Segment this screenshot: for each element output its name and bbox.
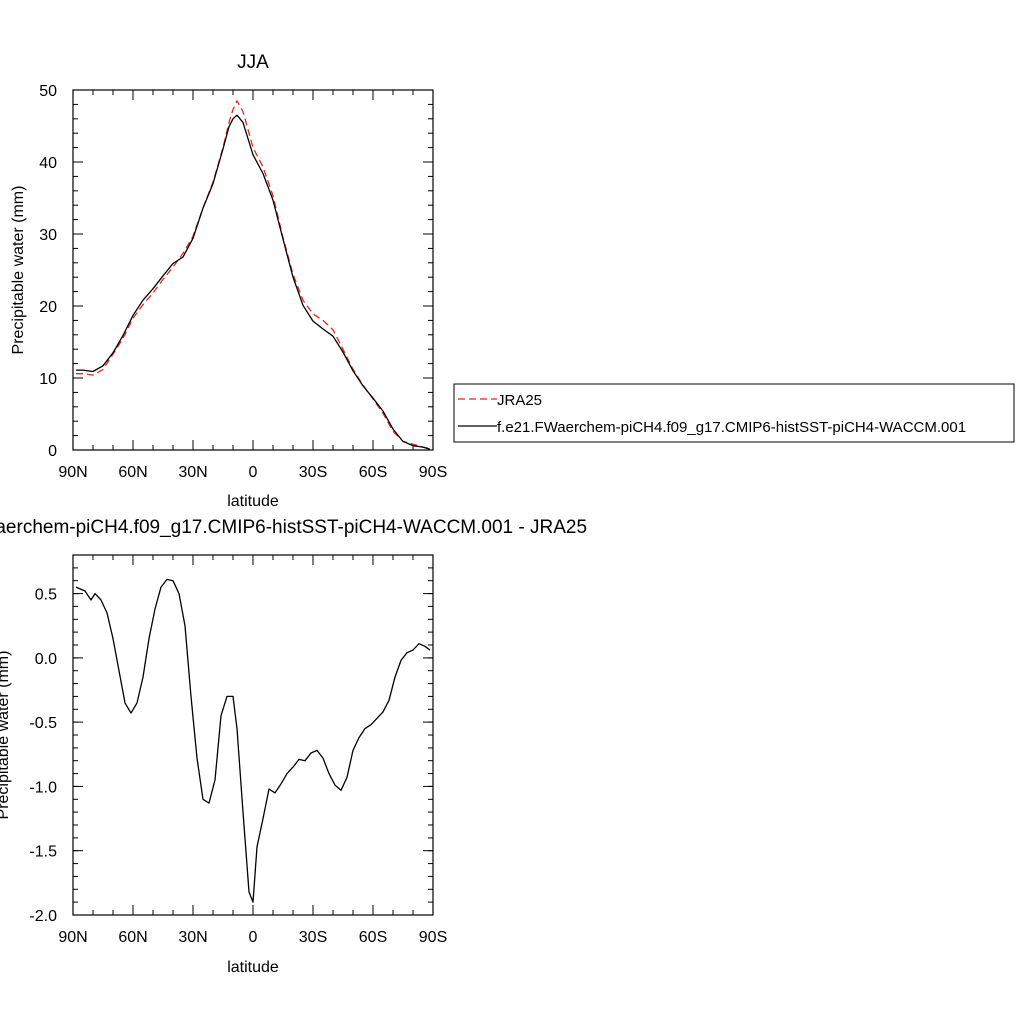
y-tick-label: 10 bbox=[39, 371, 57, 388]
x-tick-label: 90S bbox=[419, 464, 447, 481]
chart-1-y-tick-labels: 0 10 20 30 40 50 bbox=[39, 83, 57, 460]
y-tick-label: 30 bbox=[39, 227, 57, 244]
y-tick-label: -0.5 bbox=[29, 715, 57, 732]
chart-1-x-axis-label: latitude bbox=[227, 493, 279, 510]
chart-2-x-axis-label: latitude bbox=[227, 959, 279, 976]
chart-2-y-axis-label: Precipitable water (mm) bbox=[0, 651, 12, 820]
y-tick-label: 0.5 bbox=[35, 587, 57, 604]
legend-box bbox=[453, 383, 1015, 443]
chart-2-plot-frame bbox=[72, 554, 434, 916]
chart-2-major-ticks bbox=[72, 555, 434, 916]
chart-2-y-tick-labels: -2.0 -1.5 -1.0 -0.5 0.0 0.5 bbox=[29, 587, 57, 925]
x-tick-label: 90N bbox=[58, 464, 87, 481]
y-tick-label: 50 bbox=[39, 83, 57, 100]
x-tick-label: 60N bbox=[118, 929, 147, 946]
series-line-f-e21-fwaerchem-pich4-f0 bbox=[76, 114, 431, 450]
chart-1-plot-frame bbox=[72, 89, 434, 451]
x-tick-label: 30S bbox=[299, 464, 327, 481]
y-tick-label: -1.0 bbox=[29, 779, 57, 796]
x-tick-label: 0 bbox=[249, 929, 258, 946]
chart-1: JJA 90N 60N 30N 0 30S 60S 90S 0 10 20 30 40 50 lati… bbox=[10, 52, 1015, 510]
chart-1-legend: JRA25 f.e21.FWaerchem-piCH4.f09_g17.CMIP… bbox=[453, 383, 1015, 443]
chart-1-y-axis-label: Precipitable water (mm) bbox=[10, 186, 27, 355]
chart-2-minor-ticks bbox=[72, 554, 434, 916]
chart-2-x-tick-labels: 90N 60N 30N 0 30S 60S 90S bbox=[58, 929, 447, 946]
x-tick-label: 90N bbox=[58, 929, 87, 946]
y-tick-label: 20 bbox=[39, 299, 57, 316]
x-tick-label: 60S bbox=[359, 464, 387, 481]
chart-2-series bbox=[75, 578, 431, 903]
y-tick-label: 0 bbox=[48, 443, 57, 460]
x-tick-label: 30N bbox=[178, 464, 207, 481]
y-tick-label: -2.0 bbox=[29, 908, 57, 925]
chart-2: f.e21.FWaerchem-piCH4.f09_g17.CMIP6-hist… bbox=[0, 517, 587, 976]
y-tick-label: 40 bbox=[39, 155, 57, 172]
chart-1-series bbox=[76, 100, 431, 450]
x-tick-label: 30S bbox=[299, 929, 327, 946]
x-tick-label: 90S bbox=[419, 929, 447, 946]
y-tick-label: 0.0 bbox=[35, 651, 57, 668]
chart-2-title: f.e21.FWaerchem-piCH4.f09_g17.CMIP6-hist… bbox=[0, 517, 587, 538]
legend-label-model: f.e21.FWaerchem-piCH4.f09_g17.CMIP6-hist… bbox=[497, 419, 966, 436]
x-tick-label: 0 bbox=[249, 464, 258, 481]
series-line-difference bbox=[75, 578, 431, 903]
chart-1-minor-ticks bbox=[72, 89, 434, 451]
x-tick-label: 60S bbox=[359, 929, 387, 946]
chart-1-major-ticks bbox=[72, 89, 434, 451]
x-tick-label: 60N bbox=[118, 464, 147, 481]
chart-1-title: JJA bbox=[237, 52, 269, 73]
chart-1-x-tick-labels: 90N 60N 30N 0 30S 60S 90S bbox=[58, 464, 447, 481]
legend-label-jra25: JRA25 bbox=[497, 392, 542, 409]
y-tick-label: -1.5 bbox=[29, 844, 57, 861]
x-tick-label: 30N bbox=[178, 929, 207, 946]
